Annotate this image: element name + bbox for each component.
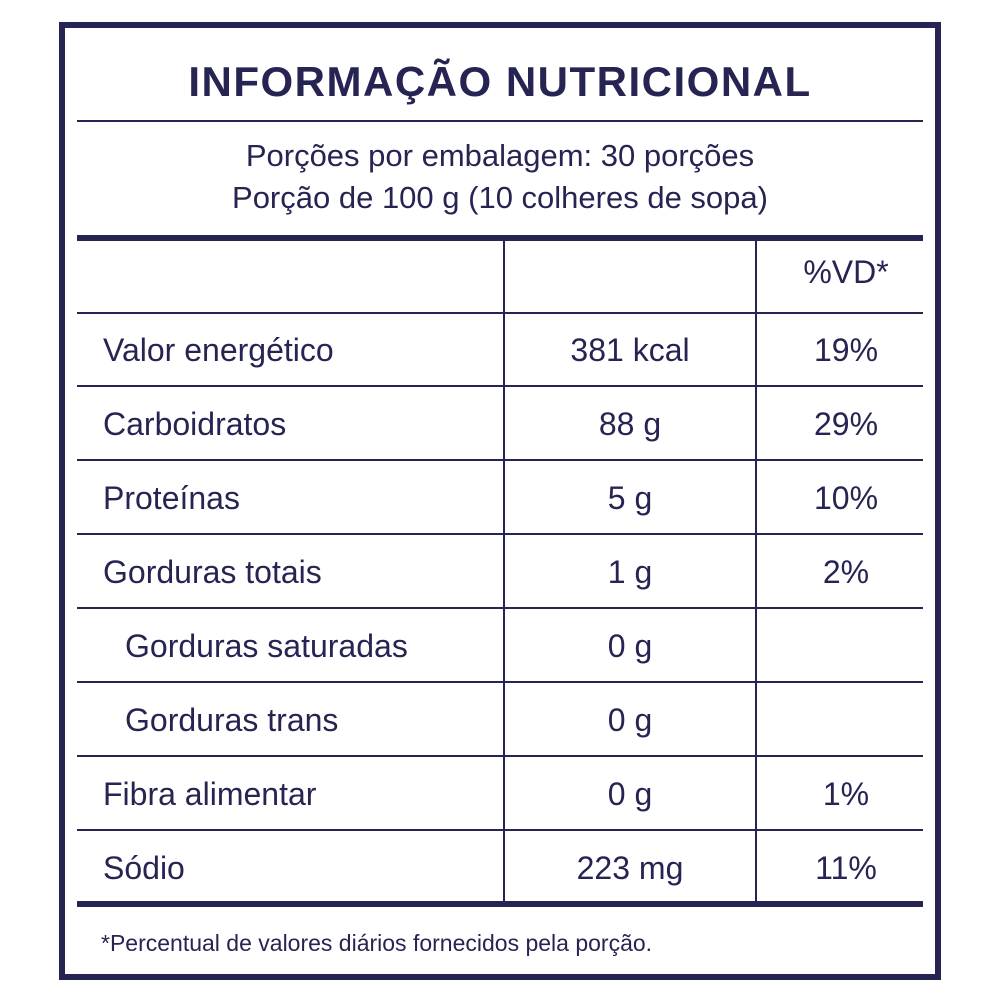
label-title: INFORMAÇÃO NUTRICIONAL (188, 58, 812, 105)
title-divider (77, 120, 923, 122)
nutrient-name: Proteínas (103, 480, 240, 516)
nutrient-amount: 0 g (607, 628, 653, 664)
table-header-row: %VD* (77, 241, 923, 314)
table-row: Gorduras saturadas 0 g (77, 610, 923, 683)
nutrient-amount: 0 g (607, 702, 653, 738)
servings-per-package: Porções por embalagem: 30 porções (245, 138, 755, 173)
row-divider (77, 385, 923, 387)
nutrient-name: Gorduras trans (125, 702, 339, 738)
row-divider (77, 312, 923, 314)
header-amount-cell (505, 241, 755, 313)
nutrient-amount: 223 mg (576, 850, 684, 886)
nutrient-vd: 11% (815, 850, 877, 886)
table-row: Carboidratos 88 g 29% (77, 388, 923, 461)
column-divider-amount (503, 241, 505, 905)
nutrient-vd (757, 684, 935, 756)
table-row: Fibra alimentar 0 g 1% (77, 758, 923, 831)
table-row: Gorduras trans 0 g (77, 684, 923, 757)
nutrient-name: Sódio (103, 850, 185, 886)
header-vd-cell: %VD* (803, 254, 889, 290)
nutrient-name: Gorduras totais (103, 554, 322, 590)
nutrient-vd: 10% (813, 480, 879, 516)
nutrient-name: Gorduras saturadas (125, 628, 408, 664)
row-divider (77, 829, 923, 831)
table-bottom-divider (77, 901, 923, 907)
nutrient-vd (757, 610, 935, 682)
nutrient-amount: 1 g (607, 554, 653, 590)
nutrient-vd: 1% (822, 776, 870, 812)
nutrient-amount: 381 kcal (570, 332, 690, 368)
row-divider (77, 533, 923, 535)
row-divider (77, 681, 923, 683)
row-divider (77, 459, 923, 461)
nutrient-vd: 19% (813, 332, 879, 368)
serving-size: Porção de 100 g (10 colheres de sopa) (232, 180, 768, 215)
table-row: Gorduras totais 1 g 2% (77, 536, 923, 609)
table-top-divider (77, 235, 923, 241)
nutrition-facts-label: INFORMAÇÃO NUTRICIONAL Porções por embal… (59, 22, 941, 980)
nutrient-vd: 2% (822, 554, 870, 590)
table-row: Proteínas 5 g 10% (77, 462, 923, 535)
row-divider (77, 607, 923, 609)
nutrient-vd: 29% (813, 406, 879, 442)
nutrient-amount: 0 g (607, 776, 653, 812)
nutrient-amount: 88 g (598, 406, 662, 442)
nutrient-name: Carboidratos (103, 406, 287, 442)
column-divider-vd (755, 241, 757, 905)
nutrient-name: Valor energético (103, 332, 334, 368)
nutrient-name: Fibra alimentar (103, 776, 317, 812)
table-row: Valor energético 381 kcal 19% (77, 314, 923, 387)
nutrient-amount: 5 g (607, 480, 653, 516)
row-divider (77, 755, 923, 757)
table-row: Sódio 223 mg 11% (77, 832, 923, 904)
footnote: *Percentual de valores diários fornecido… (101, 930, 653, 956)
